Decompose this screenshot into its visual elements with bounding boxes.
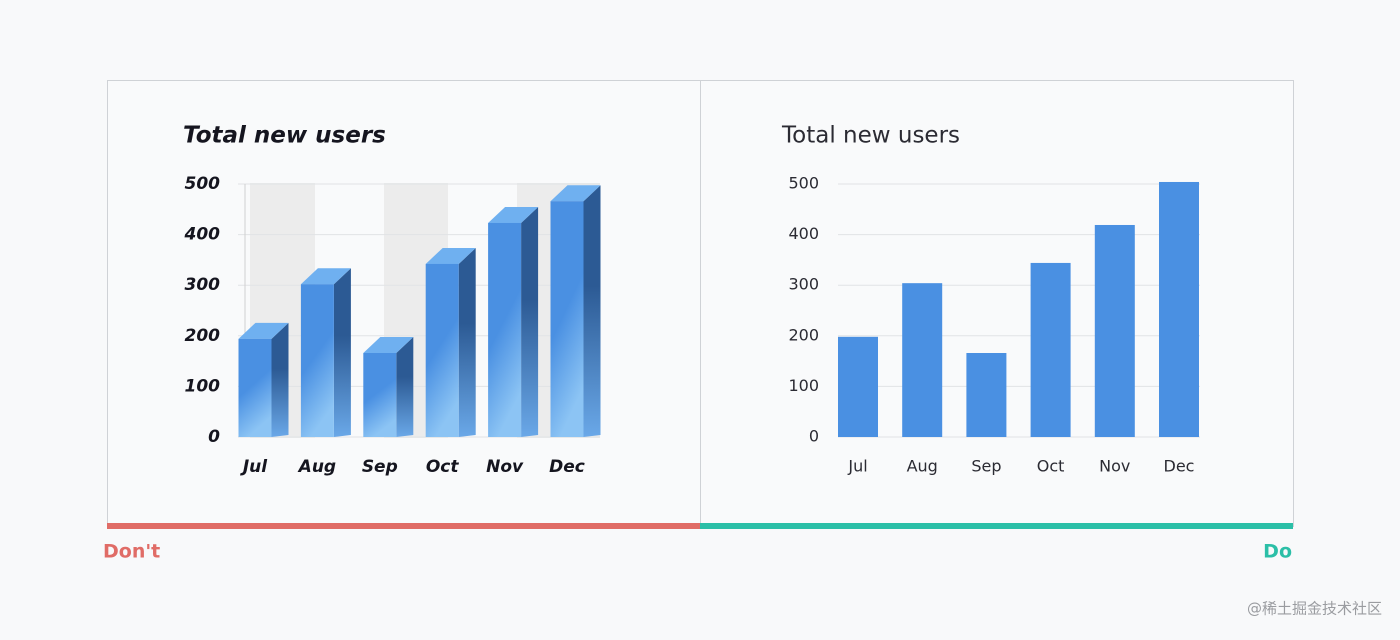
x-tick-label: Dec	[1164, 457, 1195, 476]
bar-3d	[238, 322, 289, 437]
bar	[1094, 224, 1135, 437]
y-tick-label: 400	[184, 225, 221, 245]
bar-front	[238, 338, 272, 437]
x-tick-label: Oct	[1037, 457, 1065, 476]
x-tick-label: Dec	[549, 457, 585, 477]
bar-3d	[363, 337, 414, 437]
x-tick-label: Jul	[847, 457, 867, 476]
bar-3d	[425, 247, 476, 437]
bar-front	[363, 353, 397, 437]
bar	[902, 283, 943, 437]
bar-front	[550, 201, 584, 437]
bar-front	[300, 284, 334, 437]
x-tick-label: Aug	[297, 457, 336, 477]
bar-front	[425, 263, 459, 437]
do-bar	[700, 523, 1293, 529]
chart-title: Total new users	[183, 123, 386, 149]
y-tick-label: 300	[788, 275, 819, 294]
bar	[1030, 262, 1071, 437]
bar-front	[488, 222, 522, 437]
bar	[838, 336, 878, 437]
bar-side	[583, 185, 601, 437]
bar-side	[458, 247, 476, 437]
bar-top	[300, 268, 351, 285]
y-tick-label: 100	[185, 376, 221, 396]
x-tick-label: Oct	[426, 457, 460, 477]
bar-side	[333, 268, 351, 437]
y-tick-label: 500	[788, 174, 819, 193]
x-tick-label: Aug	[907, 457, 938, 476]
y-tick-label: 500	[185, 174, 221, 194]
bar-top	[425, 247, 476, 264]
y-tick-label: 200	[788, 325, 819, 344]
bar-3d	[488, 206, 539, 437]
watermark: @稀土掘金技术社区	[1247, 600, 1382, 618]
x-tick-label: Sep	[362, 457, 398, 477]
dont-bar	[107, 523, 700, 529]
y-tick-label: 0	[208, 427, 220, 447]
y-tick-label: 200	[185, 326, 221, 346]
y-tick-label: 0	[809, 427, 819, 446]
bar-top	[550, 185, 601, 202]
bar-top	[363, 337, 414, 354]
dont-label: Don't	[103, 541, 160, 563]
bar-3d	[550, 185, 601, 437]
bar	[966, 353, 1007, 437]
x-tick-label: Nov	[486, 457, 524, 477]
bar-side	[396, 337, 414, 437]
do-label: Do	[1263, 541, 1292, 563]
x-tick-label: Nov	[1099, 457, 1130, 476]
bar-side	[521, 206, 539, 437]
y-tick-label: 100	[788, 376, 819, 395]
bar-top	[238, 322, 289, 339]
y-tick-label: 300	[185, 275, 221, 295]
bar-3d	[300, 268, 351, 437]
x-tick-label: Sep	[971, 457, 1001, 476]
x-tick-label: Jul	[240, 457, 268, 477]
bar-top	[488, 206, 539, 223]
bar-side	[271, 322, 289, 437]
chart-title: Total new users	[781, 123, 960, 149]
y-tick-label: 400	[788, 224, 819, 243]
bar	[1159, 181, 1199, 437]
